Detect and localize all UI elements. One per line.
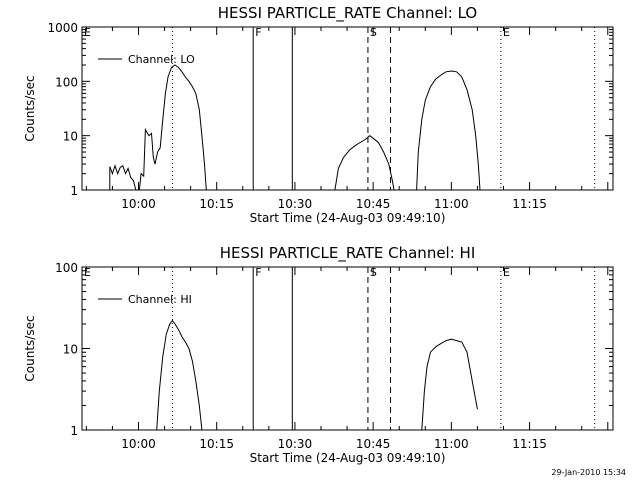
series-line [109, 164, 137, 191]
y-axis-label: Counts/sec [23, 75, 37, 141]
x-tick-label: 10:15 [199, 197, 234, 211]
series-line [156, 319, 203, 431]
chart-title: HESSI PARTICLE_RATE Channel: HI [220, 244, 476, 263]
chart-title: HESSI PARTICLE_RATE Channel: LO [218, 4, 477, 23]
marker-label: E [84, 26, 91, 39]
marker-label: E [503, 266, 510, 279]
y-tick-label: 100 [55, 261, 78, 275]
y-tick-label: 10 [63, 343, 78, 357]
marker-label: E [84, 266, 91, 279]
x-tick-label: 10:00 [121, 437, 156, 451]
legend-label: Channel: LO [128, 53, 195, 66]
x-tick-label: 10:30 [278, 437, 313, 451]
panel-lo-channel: HESSI PARTICLE_RATE Channel: LO 10:00 10:1… [23, 4, 614, 225]
x-tick-label: 10:45 [356, 437, 391, 451]
marker-label: F [255, 26, 261, 39]
y-tick-label: 1 [70, 424, 78, 438]
series-line [334, 135, 395, 191]
plot-frame [81, 266, 614, 431]
x-tick-label: 11:00 [434, 437, 469, 451]
y-tick-label: 10 [63, 130, 78, 144]
x-tick-label: 10:30 [278, 197, 313, 211]
y-tick-label: 100 [55, 75, 78, 89]
y-axis-label: Counts/sec [23, 315, 37, 381]
x-tick-label: 10:15 [199, 437, 234, 451]
x-tick-label: 11:15 [512, 197, 547, 211]
x-tick-label: 11:15 [512, 437, 547, 451]
timestamp-footer: 29-Jan-2010 15:34 [551, 468, 626, 477]
x-axis-label: Start Time (24-Aug-03 09:49:10) [250, 211, 446, 225]
series-line [416, 70, 481, 191]
marker-label: E [503, 26, 510, 39]
plot-frame [81, 26, 614, 191]
series-line [421, 338, 478, 431]
y-tick-label: 1 [70, 184, 78, 198]
series-line [138, 64, 207, 191]
marker-label: S [370, 26, 377, 39]
marker-label: S [370, 266, 377, 279]
marker-label: F [255, 266, 261, 279]
x-tick-label: 10:00 [121, 197, 156, 211]
panel-hi-channel: HESSI PARTICLE_RATE Channel: HI 10:00 10:1… [23, 244, 614, 465]
x-axis-label: Start Time (24-Aug-03 09:49:10) [250, 451, 446, 465]
legend-label: Channel: HI [128, 293, 192, 306]
x-tick-label: 11:00 [434, 197, 469, 211]
x-tick-label: 10:45 [356, 197, 391, 211]
y-tick-label: 1000 [47, 21, 78, 35]
